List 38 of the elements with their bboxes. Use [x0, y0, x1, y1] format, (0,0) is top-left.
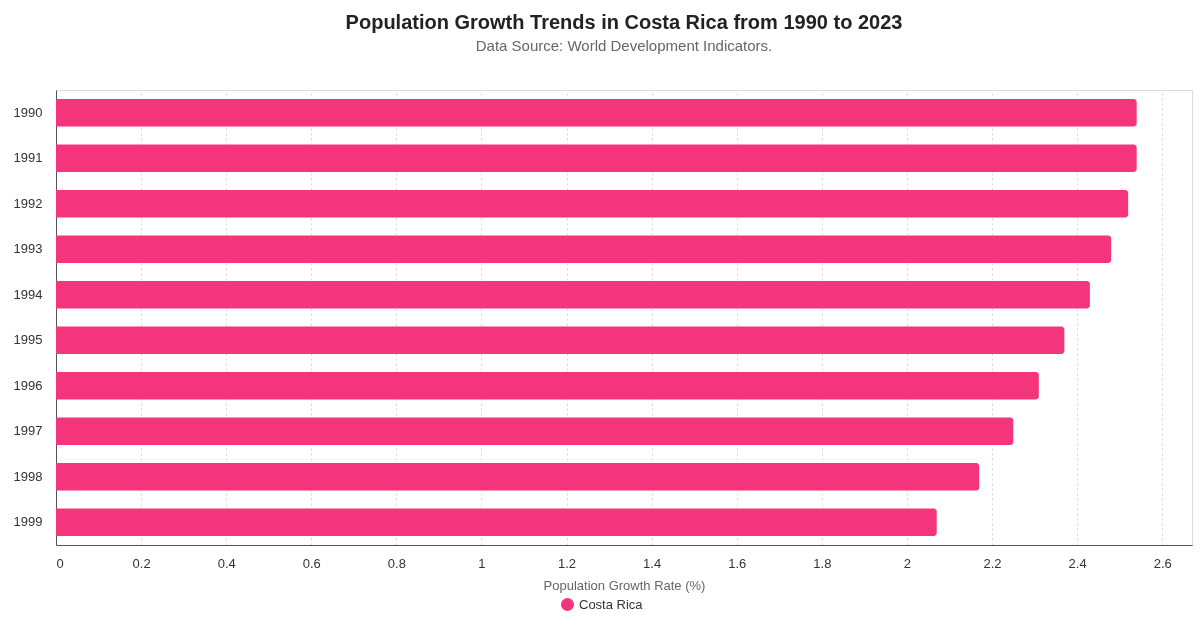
- bar: [56, 372, 1039, 400]
- x-tick-label: 2.2: [983, 555, 1002, 571]
- x-tick-label: 0.2: [132, 555, 151, 571]
- y-tick-label: 1994: [13, 286, 43, 302]
- x-tick-label: 0.8: [387, 555, 406, 571]
- y-tick-label: 1998: [13, 468, 43, 484]
- y-tick-label: 1997: [13, 423, 43, 439]
- bar: [56, 99, 1137, 127]
- x-tick-label: 1: [478, 555, 486, 571]
- bar: [56, 326, 1065, 354]
- x-tick-label: 2.4: [1068, 555, 1087, 571]
- bar: [56, 190, 1129, 218]
- x-tick-label: 2.6: [1153, 555, 1172, 571]
- x-tick-label: 1.4: [643, 555, 662, 571]
- chart-subtitle: Data Source: World Development Indicators.: [475, 37, 773, 54]
- y-tick-label: 1999: [13, 514, 43, 530]
- y-tick-label: 1990: [13, 104, 43, 120]
- legend-label: Costa Rica: [579, 596, 644, 612]
- bar: [56, 417, 1014, 445]
- bar: [56, 508, 937, 536]
- x-tick-label: 1.6: [728, 555, 747, 571]
- y-tick-label: 1993: [13, 241, 43, 257]
- x-axis-title: Population Growth Rate (%): [543, 577, 706, 593]
- bar: [56, 235, 1112, 263]
- x-tick-label: 0.4: [217, 555, 236, 571]
- x-tick-label: 1.8: [813, 555, 832, 571]
- bar: [56, 281, 1090, 309]
- y-tick-label: 1991: [13, 150, 43, 166]
- x-tick-label: 0: [56, 555, 64, 571]
- bar: [56, 144, 1137, 172]
- x-tick-label: 2: [903, 555, 912, 571]
- y-tick-label: 1996: [13, 377, 43, 393]
- y-tick-label: 1992: [13, 195, 43, 211]
- chart-title: Population Growth Trends in Costa Rica from 1990 to 2023: [345, 11, 903, 33]
- bar: [56, 463, 980, 491]
- x-tick-label: 0.6: [302, 555, 321, 571]
- y-tick-label: 1995: [13, 332, 43, 348]
- x-tick-label: 1.2: [558, 555, 577, 571]
